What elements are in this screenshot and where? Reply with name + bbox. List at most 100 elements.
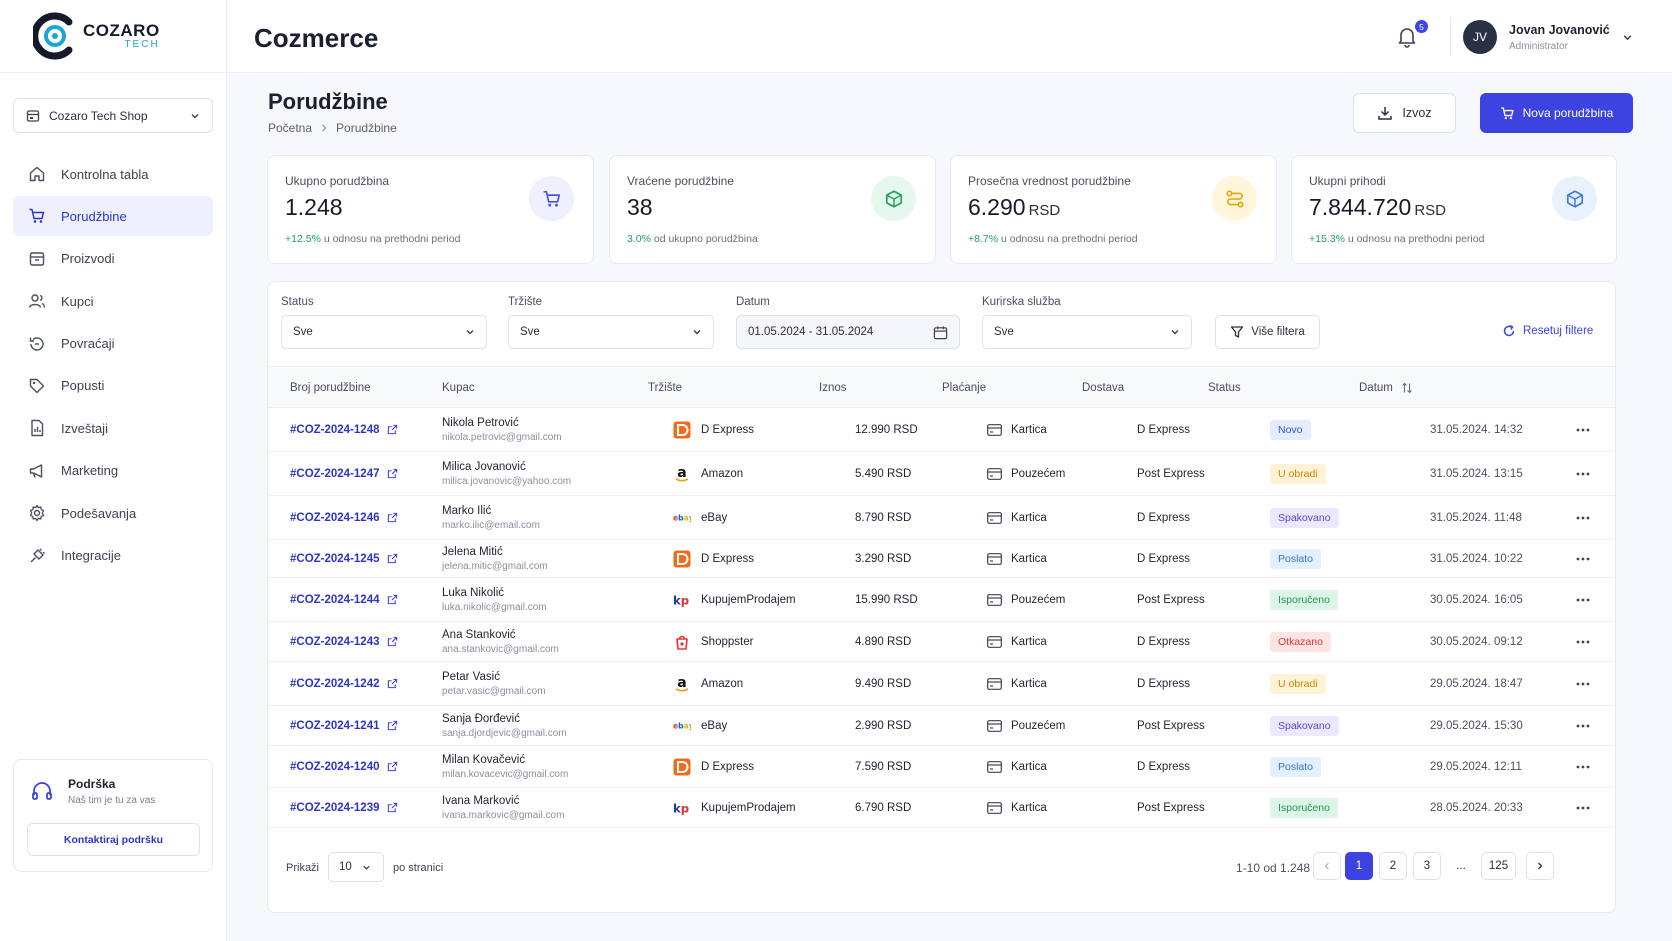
external-link-icon[interactable] [387, 512, 398, 523]
order-number-link[interactable]: #COZ-2024-1248 [290, 424, 398, 436]
sidebar-item-marketing[interactable]: Marketing [13, 451, 213, 491]
status-cell: Novo [1270, 419, 1311, 440]
order-number-link[interactable]: #COZ-2024-1247 [290, 468, 398, 480]
sidebar-item-porudzbine[interactable]: Porudžbine [13, 196, 213, 237]
orders-panel: Status Sve Tržište Sve Datum 01.05.2024 … [267, 281, 1616, 913]
col-market: Tržište [648, 382, 683, 394]
external-link-icon[interactable] [387, 594, 398, 605]
sidebar-item-kontrolna-tabla[interactable]: Kontrolna tabla [13, 154, 213, 194]
status-badge: U obradi [1270, 673, 1326, 694]
col-date[interactable]: Datum [1359, 382, 1413, 394]
market-filter-select[interactable]: Sve [508, 315, 714, 349]
stat-label: Prosečna vrednost porudžbine [968, 174, 1131, 188]
more-actions-icon[interactable] [1576, 682, 1590, 686]
more-actions-icon[interactable] [1576, 472, 1590, 476]
page-button-2[interactable]: 2 [1379, 852, 1407, 880]
return-icon [27, 334, 47, 354]
market-cell: kp KupujemProdajem [673, 799, 796, 817]
table-row[interactable]: #COZ-2024-1245 Jelena Mitić jelena.mitic@g… [268, 540, 1615, 578]
table-row[interactable]: #COZ-2024-1246 Marko Ilić marko.ilic@email… [268, 496, 1615, 540]
bell-icon[interactable] [1397, 26, 1417, 48]
card-icon [987, 760, 1002, 773]
customer-email: luka.nikolic@gmail.com [442, 601, 547, 613]
customer-email: marko.ilic@email.com [442, 519, 540, 531]
table-row[interactable]: #COZ-2024-1243 Ana Stanković ana.stankovic… [268, 622, 1615, 662]
chevron-down-icon [1170, 327, 1180, 337]
sidebar-item-izvestaji[interactable]: Izveštaji [13, 408, 213, 448]
order-number-link[interactable]: #COZ-2024-1240 [290, 761, 398, 773]
external-link-icon[interactable] [387, 553, 398, 564]
order-number-link[interactable]: #COZ-2024-1243 [290, 636, 398, 648]
sidebar-item-label: Kontrolna tabla [61, 166, 149, 182]
external-link-icon[interactable] [387, 802, 398, 813]
more-actions-icon[interactable] [1576, 428, 1590, 432]
more-actions-icon[interactable] [1576, 640, 1590, 644]
reset-filters-button[interactable]: Resetuj filtere [1502, 324, 1593, 338]
top-bar: Cozmerce 5 JV Jovan Jovanović Administra… [227, 0, 1672, 73]
table-row[interactable]: #COZ-2024-1244 Luka Nikolić luka.nikolic@g… [268, 578, 1615, 622]
status-badge: Otkazano [1270, 631, 1331, 652]
table-row[interactable]: #COZ-2024-1239 Ivana Marković ivana.markov… [268, 788, 1615, 828]
export-button[interactable]: Izvoz [1353, 93, 1456, 133]
order-number-link[interactable]: #COZ-2024-1239 [290, 802, 398, 814]
external-link-icon[interactable] [387, 678, 398, 689]
more-actions-icon[interactable] [1576, 724, 1590, 728]
user-name[interactable]: Jovan Jovanović [1509, 23, 1610, 37]
customer-name: Jelena Mitić [442, 545, 503, 558]
external-link-icon[interactable] [387, 424, 398, 435]
status-cell: Spakovano [1270, 715, 1339, 736]
external-link-icon[interactable] [387, 720, 398, 731]
breadcrumb-home[interactable]: Početna [268, 121, 313, 135]
prev-page-button[interactable] [1313, 852, 1341, 880]
external-link-icon[interactable] [387, 636, 398, 647]
avatar[interactable]: JV [1463, 20, 1497, 54]
customer-email: jelena.mitic@gmail.com [442, 560, 548, 572]
table-row[interactable]: #COZ-2024-1248 Nikola Petrović nikola.petr… [268, 408, 1615, 452]
order-number-link[interactable]: #COZ-2024-1246 [290, 512, 398, 524]
page-button-125[interactable]: 125 [1481, 852, 1516, 880]
pagination-range: 1-10 od 1.248 [1236, 861, 1311, 875]
external-link-icon[interactable] [387, 761, 398, 772]
market-name: D Express [701, 552, 755, 565]
next-page-button[interactable] [1526, 852, 1554, 880]
sidebar-item-proizvodi[interactable]: Proizvodi [13, 239, 213, 279]
order-number-link[interactable]: #COZ-2024-1241 [290, 720, 398, 732]
more-actions-icon[interactable] [1576, 806, 1590, 810]
sidebar-item-kupci[interactable]: Kupci [13, 281, 213, 321]
new-order-button[interactable]: Nova porudžbina [1480, 93, 1633, 133]
sidebar-item-integracije[interactable]: Integracije [13, 536, 213, 576]
table-row[interactable]: #COZ-2024-1242 Petar Vasić petar.vasic@gma… [268, 662, 1615, 706]
calendar-icon[interactable] [933, 325, 948, 340]
page-button-3[interactable]: 3 [1413, 852, 1441, 880]
more-actions-icon[interactable] [1576, 516, 1590, 520]
sidebar-item-popusti[interactable]: Popusti [13, 366, 213, 406]
customer-cell: Ana Stanković ana.stankovic@gmail.com [442, 629, 559, 655]
more-filters-button[interactable]: Više filtera [1215, 315, 1320, 349]
contact-support-button[interactable]: Kontaktiraj podršku [27, 823, 200, 856]
more-actions-icon[interactable] [1576, 598, 1590, 602]
table-row[interactable]: #COZ-2024-1240 Milan Kovačević milan.kovac… [268, 746, 1615, 788]
brand-logo[interactable]: COZARO TECH [0, 0, 226, 73]
shipping-cell: Post Express [1137, 593, 1205, 606]
courier-filter-select[interactable]: Sve [982, 315, 1192, 349]
shop-select[interactable]: Cozaro Tech Shop [13, 98, 213, 133]
table-row[interactable]: #COZ-2024-1241 Sanja Đorđević sanja.djordj… [268, 706, 1615, 746]
sidebar-item-podesavanja[interactable]: Podešavanja [13, 493, 213, 533]
external-link-icon[interactable] [387, 468, 398, 479]
order-number-link[interactable]: #COZ-2024-1244 [290, 594, 398, 606]
sidebar-item-povracaji[interactable]: Povraćaji [13, 324, 213, 364]
order-number-link[interactable]: #COZ-2024-1245 [290, 553, 398, 565]
chevron-right-icon [320, 124, 328, 132]
chevron-down-icon[interactable] [1622, 32, 1633, 43]
date-range-input[interactable]: 01.05.2024 - 31.05.2024 [736, 315, 960, 349]
page-button-1[interactable]: 1 [1345, 852, 1373, 880]
sort-icon[interactable] [1401, 382, 1413, 394]
table-row[interactable]: #COZ-2024-1247 Milica Jovanović milica.jov… [268, 452, 1615, 496]
order-number-link[interactable]: #COZ-2024-1242 [290, 678, 398, 690]
per-page-select[interactable]: 10 [328, 852, 384, 882]
market-cell: Shoppster [673, 633, 753, 651]
shipping-cell: D Express [1137, 552, 1191, 565]
more-actions-icon[interactable] [1576, 765, 1590, 769]
more-actions-icon[interactable] [1576, 557, 1590, 561]
status-filter-select[interactable]: Sve [281, 315, 487, 349]
